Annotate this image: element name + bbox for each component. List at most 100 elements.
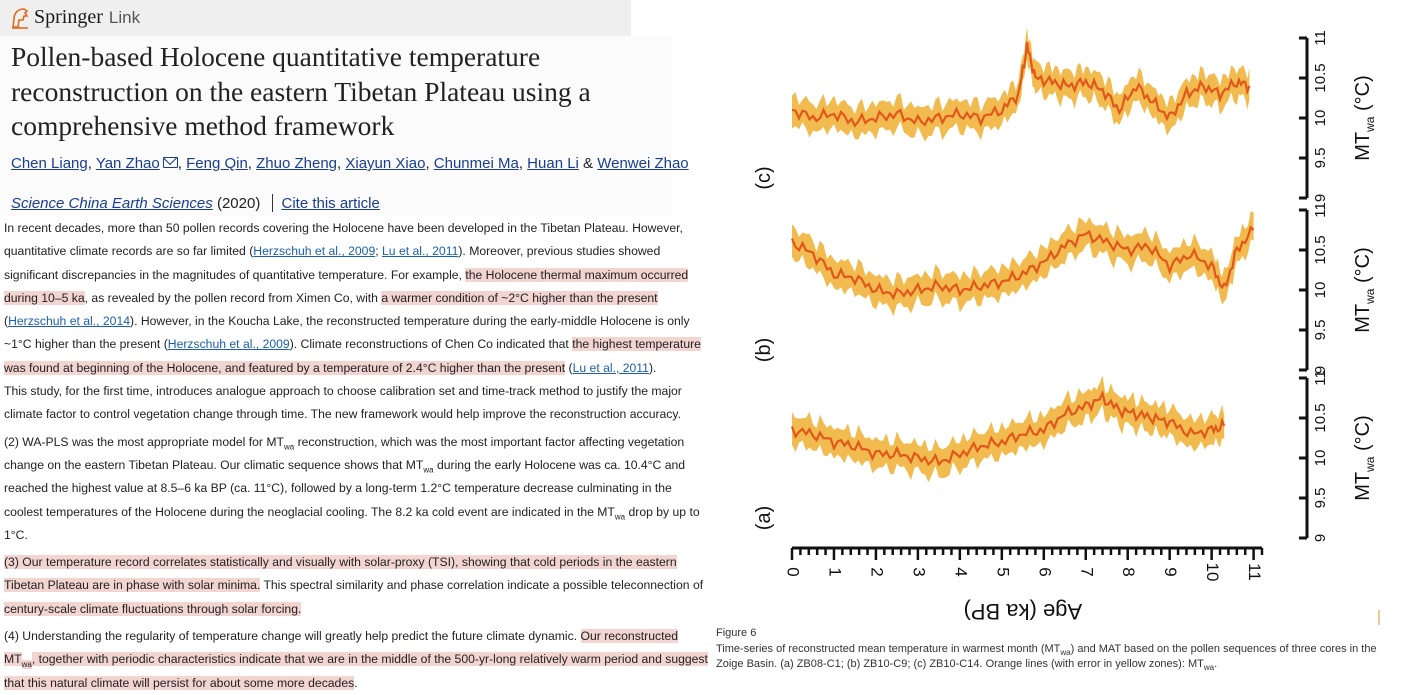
journal-link[interactable]: Science China Earth Sciences bbox=[11, 195, 213, 212]
y-tick-label: 10.5 bbox=[1312, 63, 1329, 92]
x-tick-label: 10 bbox=[1203, 563, 1222, 582]
text: ( bbox=[565, 360, 573, 375]
author-link[interactable]: Yan Zhao bbox=[95, 155, 160, 172]
reference-link[interactable]: Herzschuh et al., 2014 bbox=[8, 314, 131, 329]
text: (2) WA-PLS was the most appropriate mode… bbox=[4, 434, 284, 449]
author-link[interactable]: Chunmei Ma bbox=[433, 155, 519, 172]
y-tick-label: 10 bbox=[1312, 450, 1329, 467]
y-tick-label: 9 bbox=[1312, 534, 1329, 542]
text: , as revealed by the pollen record from … bbox=[84, 290, 382, 305]
x-tick-label: 1 bbox=[825, 567, 844, 576]
author-separator: , bbox=[87, 155, 96, 172]
y-tick-label: 11 bbox=[1312, 30, 1329, 46]
text: ). Moreover, previous studies showed sig… bbox=[4, 244, 661, 282]
figure-caption: Time-series of reconstructed mean temper… bbox=[716, 642, 1404, 672]
y-tick-label: 9 bbox=[1312, 366, 1329, 374]
text: ). Climate reconstructions of Chen Co in… bbox=[289, 337, 573, 352]
highlighted-text: century-scale climate fluctuations throu… bbox=[4, 601, 302, 616]
paragraph-1: This study, for the first time, introduc… bbox=[4, 384, 682, 422]
author-link[interactable]: Wenwei Zhao bbox=[597, 155, 689, 172]
figure-6: 9 9.5 10 10.5 11 MTwa (°C) (c) 9 9.5 10 10.5 11 MTwa… bbox=[712, 0, 1406, 683]
text: ) and MAT based on the pollen sequences … bbox=[716, 643, 1377, 670]
y-tick-label: 10.5 bbox=[1312, 403, 1329, 432]
highlighted-text: (3) bbox=[4, 555, 23, 570]
springer-logo[interactable]: Springer Link bbox=[10, 6, 140, 29]
paragraph-2: (2) WA-PLS was the most appropriate mode… bbox=[4, 431, 710, 547]
publication-year: (2020) bbox=[216, 195, 261, 212]
y-tick-label: 9.5 bbox=[1312, 320, 1329, 341]
springer-horse-icon bbox=[12, 7, 29, 29]
subscript: wa bbox=[614, 512, 626, 521]
y-tick-label: 11 bbox=[1312, 202, 1329, 218]
reference-link[interactable]: Lu et al., 2011 bbox=[382, 244, 459, 259]
text: This spectral similarity and phase corre… bbox=[260, 578, 704, 593]
subscript: wa bbox=[283, 442, 295, 452]
y-tick-label: 10.5 bbox=[1312, 235, 1329, 264]
error-band bbox=[792, 375, 1225, 483]
paragraph-3: (3) Our temperature record correlates st… bbox=[4, 551, 710, 621]
author-separator: , bbox=[247, 155, 257, 172]
error-band bbox=[792, 211, 1254, 317]
text: drop by up to 1°C. bbox=[4, 504, 700, 542]
panel-label: (b) bbox=[753, 338, 775, 362]
figure-label: Figure 6 bbox=[716, 627, 757, 639]
author-separator: , bbox=[518, 155, 528, 172]
subscript: wa bbox=[1060, 648, 1071, 658]
paragraph-intro: In recent decades, more than 50 pollen r… bbox=[4, 217, 710, 380]
author-separator: , bbox=[337, 155, 346, 172]
y-axis-label: MTwa (°C) bbox=[1352, 75, 1377, 161]
reference-link[interactable]: Herzschuh et al., 2009 bbox=[167, 337, 290, 352]
author-link[interactable]: Zhuo Zheng bbox=[256, 155, 338, 172]
x-tick-label: 2 bbox=[867, 567, 886, 576]
y-tick-label: 11 bbox=[1312, 370, 1329, 386]
temperature-line bbox=[791, 41, 1251, 128]
x-tick-label: 3 bbox=[909, 567, 928, 576]
text: Time-series of reconstructed mean temper… bbox=[716, 643, 1061, 655]
subscript: wa bbox=[1203, 663, 1215, 673]
x-tick-label: 0 bbox=[784, 567, 803, 576]
author-link[interactable]: Feng Qin bbox=[186, 155, 248, 172]
x-tick-label: 5 bbox=[993, 567, 1012, 576]
text: . bbox=[1214, 658, 1218, 670]
text: reconstruction, which was the most impor… bbox=[4, 434, 685, 472]
text: ). However, in the Koucha Lake, the reco… bbox=[4, 314, 690, 352]
temperature-line bbox=[790, 225, 1255, 301]
site-header: Springer Link bbox=[0, 0, 631, 36]
email-icon[interactable] bbox=[162, 157, 178, 168]
x-tick-label: 9 bbox=[1161, 567, 1180, 576]
text: In recent decades, more than 50 pollen r… bbox=[4, 221, 683, 259]
article-title: Pollen-based Holocene quantitative tempe… bbox=[11, 41, 591, 141]
author-link[interactable]: Xiayun Xiao bbox=[345, 155, 426, 172]
text: during the early Holocene was ca. 10.4°C… bbox=[4, 457, 686, 519]
author-link[interactable]: Chen Liang bbox=[11, 155, 88, 172]
subscript: wa bbox=[423, 465, 434, 475]
journal-line: Science China Earth Sciences (2020) Cite… bbox=[11, 194, 380, 212]
y-tick-label: 9 bbox=[1312, 194, 1329, 202]
reference-link[interactable]: Lu et al., 2011 bbox=[572, 360, 649, 375]
author-ampersand: & bbox=[578, 155, 598, 172]
reference-link[interactable]: Herzschuh et al., 2009 bbox=[253, 244, 376, 259]
y-tick-label: 10 bbox=[1312, 110, 1329, 127]
x-axis-label: Age (ka BP) bbox=[963, 599, 1082, 624]
cite-article-link[interactable]: Cite this article bbox=[281, 195, 380, 212]
author-list: Chen Liang, Yan Zhao, Feng Qin, Zhuo Zhe… bbox=[11, 155, 689, 172]
text: ; bbox=[375, 244, 383, 259]
article-body: In recent decades, more than 50 pollen r… bbox=[4, 217, 710, 695]
author-link[interactable]: Huan Li bbox=[527, 155, 579, 172]
y-tick-label: 9.5 bbox=[1312, 488, 1329, 509]
text: ( bbox=[4, 314, 9, 329]
author-separator: , bbox=[177, 155, 187, 172]
highlighted-text: a warmer condition of ~2°C higher than t… bbox=[381, 290, 658, 305]
y-axis-label: MTwa (°C) bbox=[1352, 247, 1377, 333]
author-separator: , bbox=[425, 155, 434, 172]
y-tick-label: 10 bbox=[1312, 282, 1329, 299]
y-tick-label: 9.5 bbox=[1312, 148, 1329, 169]
subscript: wa bbox=[21, 659, 32, 669]
x-tick-label: 6 bbox=[1035, 567, 1054, 576]
x-tick-label: 8 bbox=[1119, 567, 1138, 576]
brand-main: Springer bbox=[34, 6, 103, 28]
title-panel bbox=[0, 36, 672, 216]
temperature-line bbox=[790, 389, 1226, 467]
divider bbox=[272, 194, 274, 212]
